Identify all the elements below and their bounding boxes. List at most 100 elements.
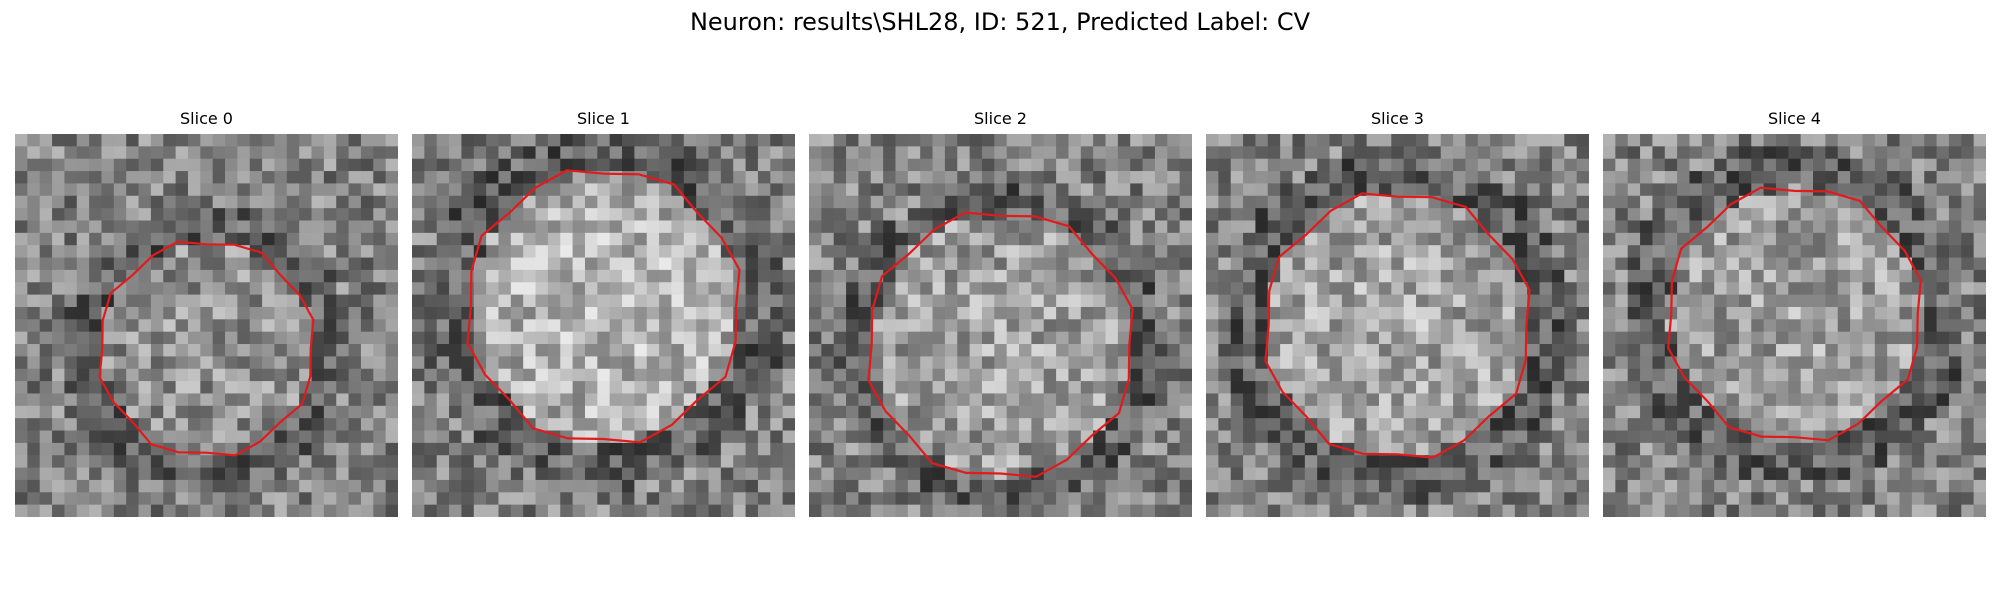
image-pixel <box>424 492 438 506</box>
image-pixel <box>1874 467 1888 481</box>
image-pixel <box>858 405 872 419</box>
image-pixel <box>1267 208 1281 222</box>
image-pixel <box>634 294 648 308</box>
image-pixel <box>1366 418 1380 432</box>
image-pixel <box>1576 257 1589 271</box>
image-pixel <box>436 418 450 432</box>
image-pixel <box>1664 134 1678 147</box>
image-pixel <box>373 467 387 481</box>
image-pixel <box>64 183 78 197</box>
image-pixel <box>1514 418 1528 432</box>
image-pixel <box>809 442 822 456</box>
image-pixel <box>646 381 660 395</box>
slice-image <box>1603 134 1986 517</box>
image-pixel <box>1068 208 1082 222</box>
image-pixel <box>486 467 500 481</box>
image-pixel <box>1142 257 1156 271</box>
image-pixel <box>1911 134 1925 147</box>
image-pixel <box>1416 492 1429 506</box>
image-pixel <box>683 294 697 308</box>
image-pixel <box>1117 356 1131 370</box>
image-pixel <box>957 344 971 357</box>
image-pixel <box>64 467 78 481</box>
slice-title: Slice 0 <box>180 109 233 128</box>
image-pixel <box>1652 146 1666 160</box>
image-pixel <box>1677 430 1691 444</box>
image-pixel <box>1862 319 1876 333</box>
image-pixel <box>1255 146 1269 160</box>
image-pixel <box>1973 455 1986 469</box>
image-pixel <box>1800 232 1814 246</box>
image-pixel <box>1874 134 1888 147</box>
image-pixel <box>1093 455 1107 469</box>
image-pixel <box>1453 319 1467 333</box>
image-pixel <box>1056 368 1070 382</box>
image-pixel <box>27 381 41 395</box>
image-pixel <box>498 319 512 333</box>
image-pixel <box>412 331 425 345</box>
image-pixel <box>1948 171 1962 185</box>
image-pixel <box>64 220 78 234</box>
image-pixel <box>560 158 574 172</box>
image-pixel <box>895 220 909 234</box>
image-pixel <box>1006 269 1020 283</box>
image-pixel <box>187 331 201 345</box>
image-pixel <box>895 269 909 283</box>
image-pixel <box>1539 146 1553 160</box>
image-pixel <box>1689 257 1703 271</box>
image-pixel <box>1664 455 1678 469</box>
image-pixel <box>833 418 847 432</box>
image-pixel <box>1726 344 1740 357</box>
image-pixel <box>733 171 747 185</box>
image-pixel <box>348 306 362 320</box>
image-pixel <box>1391 455 1405 469</box>
slice-panel-2: Slice 2 <box>809 104 1192 517</box>
image-pixel <box>1887 171 1901 185</box>
image-pixel <box>1664 257 1678 271</box>
image-pixel <box>733 158 747 172</box>
image-pixel <box>547 158 561 172</box>
image-pixel <box>1105 368 1119 382</box>
image-pixel <box>1514 344 1528 357</box>
image-pixel <box>821 331 835 345</box>
image-pixel <box>1179 356 1192 370</box>
image-pixel <box>385 344 398 357</box>
image-pixel <box>821 504 835 517</box>
image-pixel <box>1627 158 1641 172</box>
image-pixel <box>907 442 921 456</box>
image-pixel <box>1664 183 1678 197</box>
image-pixel <box>424 171 438 185</box>
image-pixel <box>323 220 337 234</box>
image-pixel <box>994 430 1008 444</box>
image-pixel <box>1874 405 1888 419</box>
image-pixel <box>1800 171 1814 185</box>
image-pixel <box>1167 208 1181 222</box>
image-pixel <box>932 208 946 222</box>
image-pixel <box>424 356 438 370</box>
image-pixel <box>597 381 611 395</box>
image-pixel <box>1341 220 1355 234</box>
image-pixel <box>1551 479 1565 493</box>
image-pixel <box>1539 282 1553 296</box>
image-pixel <box>1068 418 1082 432</box>
image-pixel <box>609 220 623 234</box>
image-pixel <box>1862 220 1876 234</box>
image-pixel <box>1218 245 1232 259</box>
image-pixel <box>1292 356 1306 370</box>
image-pixel <box>187 319 201 333</box>
image-pixel <box>1292 368 1306 382</box>
image-pixel <box>150 331 164 345</box>
image-pixel <box>1354 232 1368 246</box>
image-pixel <box>981 306 995 320</box>
image-pixel <box>424 146 438 160</box>
image-pixel <box>1465 381 1479 395</box>
image-pixel <box>907 245 921 259</box>
image-pixel <box>708 195 722 209</box>
image-pixel <box>1043 195 1057 209</box>
image-pixel <box>1267 183 1281 197</box>
image-pixel <box>1800 183 1814 197</box>
image-pixel <box>424 220 438 234</box>
image-pixel <box>1416 504 1429 517</box>
image-pixel <box>163 455 177 469</box>
image-pixel <box>1453 146 1467 160</box>
